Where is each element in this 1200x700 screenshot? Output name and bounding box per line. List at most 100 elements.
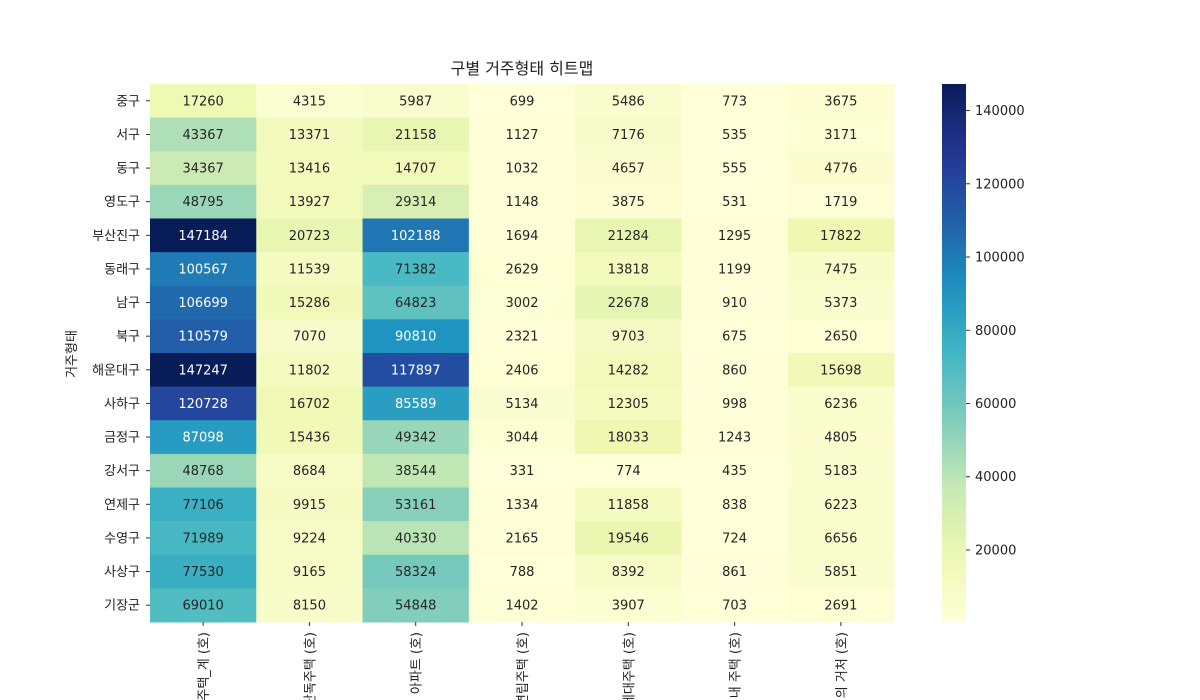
cell-value-label: 147184 — [178, 229, 228, 244]
cell-value-label: 861 — [722, 565, 747, 580]
heatmap-cell — [468, 353, 576, 388]
cell-value-label: 5987 — [399, 94, 432, 109]
cell-value-label: 85589 — [395, 397, 436, 412]
cell-value-label: 2629 — [505, 262, 538, 277]
cell-value-label: 8684 — [293, 464, 326, 479]
heatmap-cell — [681, 151, 789, 186]
cell-value-label: 11802 — [289, 363, 330, 378]
row-tick-label: 동래구 — [104, 262, 140, 277]
row-tick-labels: 중구서구동구영도구부산진구동래구남구북구해운대구사하구금정구강서구연제구수영구사… — [92, 94, 150, 614]
cell-value-label: 18033 — [608, 431, 649, 446]
cell-value-label: 5851 — [824, 565, 857, 580]
heatmap-cell — [787, 151, 895, 186]
heatmap-cell — [468, 218, 576, 253]
cell-value-label: 43367 — [182, 128, 223, 143]
cell-value-label: 703 — [722, 599, 747, 614]
heatmap-cell — [150, 554, 257, 589]
cell-value-label: 1402 — [505, 599, 538, 614]
heatmap-cell — [150, 117, 257, 152]
cell-value-label: 9224 — [293, 531, 326, 546]
cell-value-label: 64823 — [395, 296, 436, 311]
heatmap-cell — [256, 184, 364, 219]
heatmap-cell — [468, 588, 576, 623]
cell-value-label: 1694 — [505, 229, 538, 244]
cell-value-label: 5183 — [824, 464, 857, 479]
heatmap-cell — [150, 588, 257, 623]
heatmap-cell — [362, 184, 470, 219]
heatmap-cell — [256, 453, 364, 488]
row-tick-label: 동구 — [116, 162, 140, 177]
cell-value-label: 1148 — [505, 195, 538, 210]
y-axis-label: 거주형태 — [65, 330, 80, 378]
heatmap-cell — [575, 588, 682, 623]
heatmap-cell — [787, 252, 895, 287]
heatmap-cell — [787, 353, 895, 388]
heatmap-cell — [575, 420, 682, 455]
heatmap-cell — [362, 84, 470, 119]
chart-title: 구별 거주형태 히트맵 — [451, 59, 594, 78]
colorbar-tick-label: 80000 — [975, 324, 1016, 339]
cell-value-label: 11858 — [608, 498, 649, 513]
heatmap-cell — [681, 487, 789, 522]
cell-value-label: 71382 — [395, 262, 436, 277]
cell-value-label: 8150 — [293, 599, 326, 614]
row-tick-label: 금정구 — [104, 431, 140, 446]
heatmap-cell — [575, 285, 682, 320]
cell-value-label: 1243 — [718, 431, 751, 446]
heatmap-cell — [681, 319, 789, 354]
cell-value-label: 774 — [616, 464, 641, 479]
heatmap-cell — [468, 420, 576, 455]
heatmap-cell — [575, 319, 682, 354]
heatmap-cell — [150, 487, 257, 522]
heatmap-cell — [468, 453, 576, 488]
heatmap-cell — [150, 285, 257, 320]
heatmap-cell — [575, 252, 682, 287]
heatmap-cell — [362, 285, 470, 320]
row-tick-label: 사하구 — [104, 397, 140, 412]
heatmap-cell — [362, 117, 470, 152]
heatmap-cell — [256, 84, 364, 119]
heatmap-cell — [575, 353, 682, 388]
heatmap-cell — [681, 386, 789, 421]
heatmap-cell — [787, 420, 895, 455]
cell-value-label: 535 — [722, 128, 747, 143]
row-tick-label: 기장군 — [104, 599, 140, 614]
cell-value-label: 16702 — [289, 397, 330, 412]
cell-value-label: 773 — [722, 94, 747, 109]
heatmap-cell — [575, 184, 682, 219]
heatmap-cell — [575, 521, 682, 556]
cell-value-label: 3675 — [824, 94, 857, 109]
cell-value-label: 4776 — [824, 162, 857, 177]
cell-value-label: 8392 — [612, 565, 645, 580]
cell-value-label: 1295 — [718, 229, 751, 244]
heatmap-cell — [787, 487, 895, 522]
heatmap-cell — [787, 521, 895, 556]
row-tick-label: 사상구 — [104, 565, 140, 580]
cell-value-label: 15436 — [289, 431, 330, 446]
column-tick-label: 주택_계 (호) — [197, 632, 212, 700]
heatmap-cell — [362, 386, 470, 421]
cell-value-label: 724 — [722, 531, 747, 546]
cell-value-label: 675 — [722, 330, 747, 345]
heatmap-cell — [256, 386, 364, 421]
cell-value-label: 49342 — [395, 431, 436, 446]
cell-value-label: 2650 — [824, 330, 857, 345]
cell-value-label: 1032 — [505, 162, 538, 177]
heatmap-cell — [787, 319, 895, 354]
heatmap-cell — [256, 487, 364, 522]
heatmap-cell — [787, 184, 895, 219]
column-tick-label: 연립주택 (호) — [516, 632, 531, 700]
heatmap-cell — [681, 218, 789, 253]
cell-value-label: 3875 — [612, 195, 645, 210]
cell-value-label: 38544 — [395, 464, 436, 479]
heatmap-cell — [150, 252, 257, 287]
heatmap-cell — [575, 151, 682, 186]
cell-value-label: 13818 — [608, 262, 649, 277]
cell-value-label: 58324 — [395, 565, 436, 580]
column-tick-label: 단독주택 (호) — [303, 632, 318, 700]
cell-value-label: 838 — [722, 498, 747, 513]
cell-value-label: 331 — [510, 464, 535, 479]
cell-value-label: 34367 — [182, 162, 223, 177]
cell-value-label: 17822 — [820, 229, 861, 244]
